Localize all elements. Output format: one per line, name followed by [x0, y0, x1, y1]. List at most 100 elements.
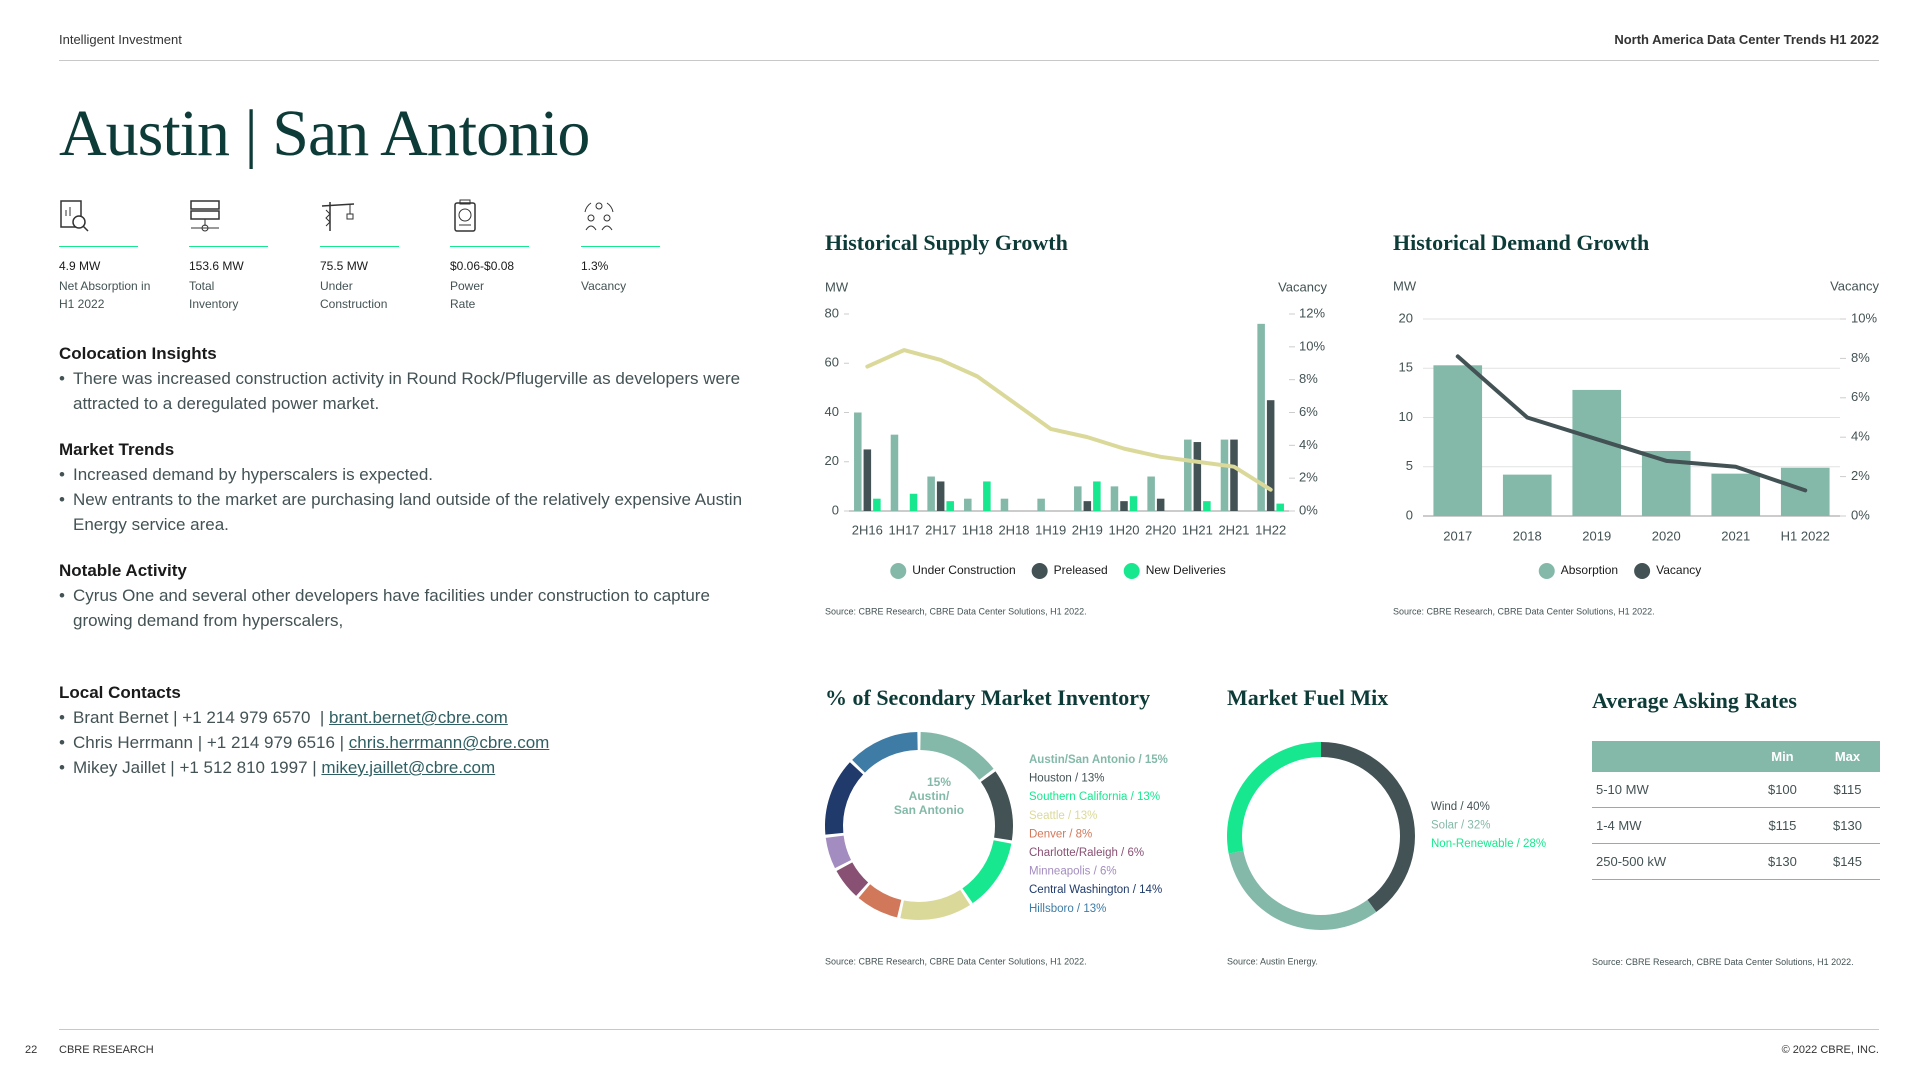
kpi-icon [320, 198, 399, 238]
donut-segment [1228, 850, 1377, 930]
kpi-value: 153.6 MW [189, 259, 244, 273]
x-tick-label: 1H19 [1035, 522, 1066, 537]
icon [454, 199, 476, 232]
y2-tick-label: 6% [1299, 404, 1318, 419]
icon [60, 200, 89, 232]
bar [1230, 439, 1238, 511]
line [865, 348, 1273, 492]
header-cell: Max [1814, 741, 1880, 772]
legend-label: Under Construction [912, 563, 1015, 577]
cell: $145 [1814, 843, 1880, 880]
legend-label: Houston / 13% [1029, 773, 1104, 785]
donut-segment [852, 732, 918, 773]
x-tick-label: 2H21 [1218, 522, 1249, 537]
bar [1193, 442, 1202, 511]
legend-label: Solar / 32% [1431, 820, 1490, 832]
kpi-rule [450, 246, 529, 247]
header-rule [59, 60, 1879, 61]
bar [1433, 365, 1483, 516]
x-tick-label: 2H16 [852, 522, 883, 537]
legend-label: Seattle / 13% [1029, 810, 1097, 822]
kpi-value: 1.3% [581, 259, 609, 273]
line [1455, 354, 1808, 493]
contact-email[interactable]: chris.herrmann@cbre.com [348, 733, 550, 752]
chart-source: Source: CBRE Research, CBRE Data Center … [825, 956, 1087, 966]
kpi-value: 4.9 MW [59, 259, 101, 273]
contact: Chris Herrmann | +1 214 979 6516 | chris… [59, 730, 759, 755]
donut-segment [1321, 742, 1416, 913]
donut-segment [825, 835, 852, 869]
y-tick-label: 20 [1399, 310, 1413, 325]
cell: $130 [1814, 807, 1880, 844]
chart-title: Market Fuel Mix [1227, 685, 1388, 710]
kpi-rule [189, 246, 268, 247]
sections: Colocation Insights There was increased c… [59, 342, 749, 655]
legend-label: Absorption [1561, 563, 1618, 577]
bullet: Cyrus One and several other developers h… [59, 583, 749, 633]
x-tick-label: 2H19 [1072, 522, 1103, 537]
kpi-rule [59, 246, 138, 247]
bar [854, 412, 862, 511]
contacts-heading: Local Contacts [59, 683, 181, 702]
kpi-icon [581, 198, 660, 238]
bullet: Increased demand by hyperscalers is expe… [59, 462, 749, 487]
bar [927, 476, 935, 511]
bar [909, 493, 918, 511]
donut-segment [1227, 742, 1321, 854]
bar [1110, 486, 1119, 511]
axis-title: MW [825, 279, 849, 294]
legend-label: New Deliveries [1146, 563, 1226, 577]
bar [1156, 498, 1165, 511]
cell: $100 [1749, 772, 1815, 808]
bullet-list: There was increased construction activit… [59, 366, 749, 416]
chart-title: Historical Supply Growth [825, 230, 1068, 255]
donut-segment [920, 732, 994, 780]
section-heading: Colocation Insights [59, 344, 217, 363]
donut-segment [980, 771, 1013, 841]
bar [1203, 501, 1211, 511]
contact-email[interactable]: brant.bernet@cbre.com [329, 708, 508, 727]
y2-tick-label: 4% [1851, 429, 1870, 444]
x-tick-label: 2020 [1652, 528, 1681, 543]
bar [1257, 323, 1265, 511]
x-tick-label: 2H18 [998, 522, 1029, 537]
y-tick-label: 80 [825, 305, 839, 320]
y2-tick-label: 4% [1299, 437, 1318, 452]
y2-tick-label: 12% [1299, 305, 1325, 320]
kpi-value: $0.06-$0.08 [450, 259, 515, 273]
y2-tick-label: 8% [1299, 371, 1318, 386]
kpi-label: Under Construction [320, 279, 388, 311]
legend-label: Minneapolis / 6% [1029, 866, 1117, 878]
bullet: There was increased construction activit… [59, 366, 749, 416]
kpi: $0.06-$0.08 Power Rate [450, 198, 529, 313]
bar [946, 501, 954, 511]
donut-segment [836, 862, 869, 896]
cell: 5-10 MW [1592, 772, 1750, 808]
x-tick-label: 1H18 [962, 522, 993, 537]
bar [863, 449, 872, 511]
bar [1074, 486, 1082, 511]
kpi: 75.5 MW Under Construction [320, 198, 399, 313]
bar [1147, 476, 1155, 511]
y2-tick-label: 2% [1851, 468, 1870, 483]
bar [1502, 474, 1552, 516]
contacts: Local Contacts Brant Bernet | +1 214 979… [59, 681, 759, 780]
header-row: Min Max [1592, 741, 1880, 772]
cell: $130 [1749, 843, 1815, 880]
x-tick-label: 1H21 [1182, 522, 1213, 537]
kpi-label: Total Inventory [189, 279, 239, 311]
rates-table: Min Max 5-10 MW $100 $115 1-4 MW $115 $130 250-5… [1592, 741, 1880, 880]
x-tick-label: 2019 [1582, 528, 1611, 543]
section: Colocation Insights There was increased c… [59, 342, 749, 416]
contact-email[interactable]: mikey.jaillet@cbre.com [321, 758, 496, 777]
header-cell: Min [1749, 741, 1815, 772]
bar [1093, 481, 1101, 511]
header-right: North America Data Center Trends H1 2022 [1614, 32, 1879, 47]
donut-segment [825, 762, 864, 835]
section: Notable Activity Cyrus One and several ot… [59, 559, 749, 633]
row: 5-10 MW $100 $115 [1592, 772, 1880, 808]
footer-rule [59, 1029, 1879, 1030]
bar [1184, 439, 1192, 511]
header-cell [1592, 741, 1750, 772]
